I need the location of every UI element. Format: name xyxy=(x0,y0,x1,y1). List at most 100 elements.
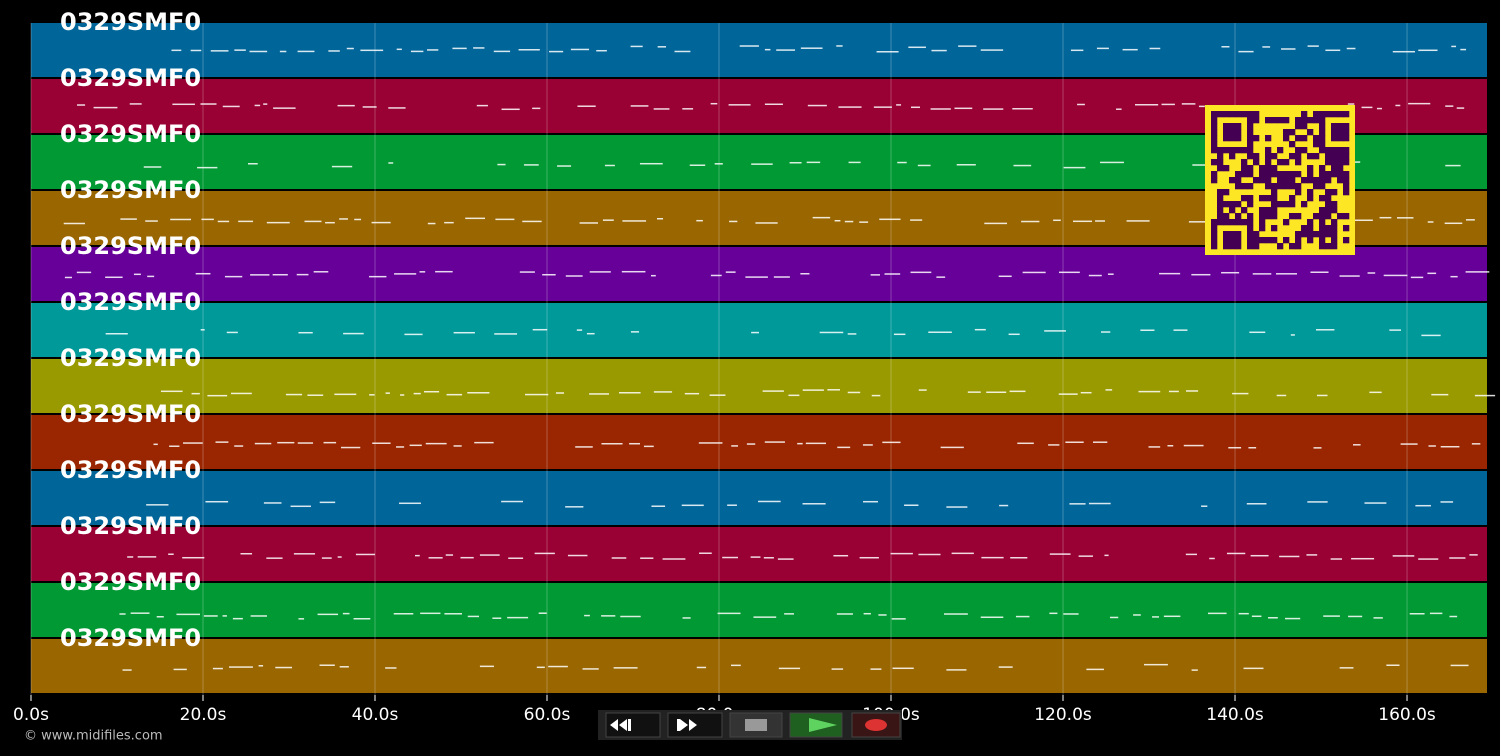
stop-button[interactable] xyxy=(729,712,783,738)
note xyxy=(1361,106,1373,109)
note xyxy=(1427,221,1434,223)
qr-module xyxy=(1319,171,1326,178)
qr-module xyxy=(1259,207,1266,214)
note xyxy=(298,618,305,620)
note xyxy=(1290,334,1295,336)
qr-module xyxy=(1235,237,1242,244)
note xyxy=(1104,554,1109,557)
note xyxy=(833,554,849,557)
note xyxy=(195,272,211,275)
note xyxy=(1086,668,1104,671)
qr-module xyxy=(1253,111,1260,118)
note xyxy=(764,103,783,106)
note xyxy=(629,442,640,445)
note xyxy=(710,274,722,277)
note xyxy=(930,108,951,110)
qr-module xyxy=(1307,165,1314,172)
qr-module xyxy=(1247,135,1254,142)
rewind-button[interactable] xyxy=(605,712,661,738)
qr-module xyxy=(1313,213,1320,220)
note xyxy=(234,49,246,51)
note xyxy=(1339,275,1360,277)
note xyxy=(567,554,588,557)
note xyxy=(1323,615,1340,617)
tick-label: 140.0s xyxy=(1206,705,1264,725)
qr-module xyxy=(1247,129,1254,136)
note xyxy=(891,618,906,620)
qr-module xyxy=(1271,117,1278,124)
note xyxy=(427,49,439,51)
note xyxy=(870,668,882,670)
note xyxy=(836,45,843,47)
note xyxy=(904,504,919,506)
note xyxy=(753,616,777,618)
note xyxy=(183,442,203,444)
record-button[interactable] xyxy=(851,712,901,738)
tick-label: 40.0s xyxy=(352,705,399,725)
note xyxy=(750,556,761,558)
note xyxy=(549,50,564,53)
qr-module xyxy=(1313,177,1320,184)
note xyxy=(1389,329,1401,331)
note xyxy=(1306,554,1318,556)
note xyxy=(1418,558,1439,560)
note xyxy=(369,275,387,278)
note xyxy=(622,220,647,222)
qr-module xyxy=(1337,153,1344,160)
note xyxy=(119,613,126,615)
qr-module xyxy=(1277,177,1284,184)
note xyxy=(896,104,902,106)
note xyxy=(1015,615,1030,618)
qr-module xyxy=(1313,117,1320,124)
qr-module xyxy=(1229,123,1236,130)
qr-module xyxy=(1235,231,1242,238)
play-button[interactable] xyxy=(789,712,843,738)
qr-module xyxy=(1319,243,1326,250)
qr-module xyxy=(1211,171,1218,178)
note xyxy=(542,273,556,276)
note xyxy=(279,50,287,53)
note xyxy=(508,557,524,559)
note xyxy=(538,612,547,614)
tick-label: 0.0s xyxy=(13,705,49,725)
note xyxy=(807,104,827,107)
forward-button[interactable] xyxy=(667,712,723,738)
note xyxy=(1307,501,1328,503)
note xyxy=(275,666,293,669)
qr-module xyxy=(1253,117,1260,124)
note xyxy=(1367,272,1376,274)
qr-module xyxy=(1331,165,1338,172)
note xyxy=(802,389,824,391)
qr-module xyxy=(1223,111,1230,118)
note xyxy=(709,394,726,396)
qr-module xyxy=(1289,243,1296,250)
note xyxy=(584,614,590,617)
qr-module xyxy=(1247,111,1254,118)
note xyxy=(1161,103,1175,106)
note xyxy=(343,332,364,335)
qr-module xyxy=(1265,171,1272,178)
qr-module xyxy=(1283,177,1290,184)
qr-module xyxy=(1211,117,1218,124)
note xyxy=(460,556,474,559)
note xyxy=(479,554,500,556)
note xyxy=(643,445,654,448)
note xyxy=(1431,393,1449,396)
track-lane xyxy=(31,23,1487,77)
note xyxy=(120,218,137,220)
qr-module xyxy=(1295,189,1302,196)
qr-module xyxy=(1331,243,1338,250)
qr-module xyxy=(1295,183,1302,190)
qr-module xyxy=(1331,153,1338,160)
note xyxy=(1173,329,1188,331)
note xyxy=(657,46,667,48)
qr-module xyxy=(1337,177,1344,184)
note xyxy=(254,442,272,445)
qr-module xyxy=(1259,219,1266,226)
note xyxy=(419,271,426,273)
qr-module xyxy=(1295,123,1302,130)
note xyxy=(983,108,1004,110)
note xyxy=(662,558,686,560)
note xyxy=(1221,46,1230,48)
note xyxy=(1226,552,1246,555)
